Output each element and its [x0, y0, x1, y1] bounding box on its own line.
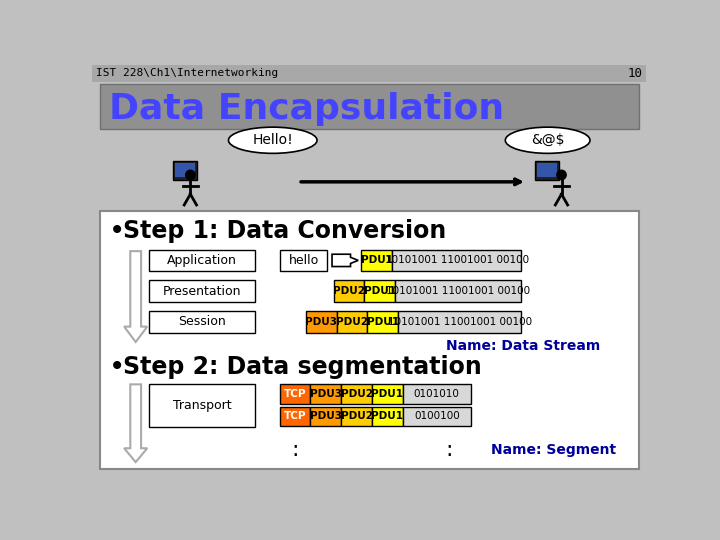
- Text: PDU1: PDU1: [361, 255, 392, 265]
- Text: 10101001 11001001 00100: 10101001 11001001 00100: [388, 317, 532, 327]
- Text: Presentation: Presentation: [163, 285, 241, 298]
- Text: Name: Data Stream: Name: Data Stream: [446, 339, 600, 353]
- Bar: [279, 407, 310, 426]
- Text: 0100100: 0100100: [414, 411, 459, 421]
- Bar: [372, 407, 403, 426]
- Bar: [367, 311, 398, 333]
- Bar: [333, 280, 364, 302]
- Text: 0101010: 0101010: [414, 389, 459, 399]
- Text: PDU2: PDU2: [341, 411, 373, 421]
- Text: IST 228\Ch1\Internetworking: IST 228\Ch1\Internetworking: [96, 68, 278, 78]
- Text: •: •: [109, 217, 125, 245]
- Bar: [149, 384, 255, 428]
- Text: &@$: &@$: [531, 133, 564, 147]
- Bar: [279, 384, 310, 403]
- Bar: [395, 280, 521, 302]
- Bar: [310, 407, 341, 426]
- Bar: [337, 311, 367, 333]
- Bar: [392, 249, 521, 271]
- Bar: [99, 84, 639, 129]
- Ellipse shape: [505, 127, 590, 153]
- Bar: [175, 164, 195, 177]
- Ellipse shape: [228, 127, 317, 153]
- Bar: [310, 384, 341, 403]
- Bar: [149, 280, 255, 302]
- Text: Step 1: Data Conversion: Step 1: Data Conversion: [122, 219, 446, 243]
- Bar: [173, 161, 197, 179]
- Bar: [341, 407, 372, 426]
- Text: Data Encapsulation: Data Encapsulation: [109, 92, 504, 126]
- Bar: [537, 164, 557, 177]
- Bar: [149, 249, 255, 271]
- Bar: [341, 384, 372, 403]
- Bar: [361, 249, 392, 271]
- Circle shape: [556, 170, 567, 180]
- Text: Transport: Transport: [173, 400, 231, 413]
- Text: PDU2: PDU2: [341, 389, 373, 399]
- Bar: [279, 249, 328, 271]
- Bar: [92, 65, 647, 82]
- Bar: [403, 384, 471, 403]
- Polygon shape: [124, 251, 148, 342]
- Text: PDU2: PDU2: [333, 286, 365, 296]
- Text: •: •: [109, 353, 125, 381]
- Text: Session: Session: [178, 315, 226, 328]
- Text: PDU2: PDU2: [336, 317, 368, 327]
- Text: PDU3: PDU3: [310, 389, 342, 399]
- Text: TCP: TCP: [284, 389, 306, 399]
- Text: 10101001 11001001 00100: 10101001 11001001 00100: [386, 286, 531, 296]
- Text: PDU3: PDU3: [310, 411, 342, 421]
- Text: TCP: TCP: [284, 411, 306, 421]
- Text: Name: Segment: Name: Segment: [491, 443, 616, 457]
- Bar: [306, 311, 337, 333]
- Text: PDU1: PDU1: [367, 317, 399, 327]
- Text: 10: 10: [627, 67, 642, 80]
- Text: :: :: [446, 440, 453, 460]
- Text: 10101001 11001001 00100: 10101001 11001001 00100: [384, 255, 529, 265]
- Text: Step 2: Data segmentation: Step 2: Data segmentation: [122, 355, 482, 379]
- Text: PDU1: PDU1: [372, 389, 403, 399]
- Bar: [398, 311, 521, 333]
- Text: hello: hello: [289, 254, 319, 267]
- Polygon shape: [332, 254, 359, 267]
- Text: PDU1: PDU1: [372, 411, 403, 421]
- Bar: [534, 161, 559, 179]
- Text: :: :: [292, 440, 299, 460]
- Text: Hello!: Hello!: [253, 133, 293, 147]
- Bar: [99, 211, 639, 469]
- Bar: [364, 280, 395, 302]
- Text: PDU3: PDU3: [305, 317, 337, 327]
- Polygon shape: [124, 384, 148, 462]
- Bar: [372, 384, 403, 403]
- Text: Application: Application: [167, 254, 237, 267]
- Text: PDU1: PDU1: [364, 286, 396, 296]
- Circle shape: [185, 170, 196, 180]
- Bar: [403, 407, 471, 426]
- Bar: [149, 311, 255, 333]
